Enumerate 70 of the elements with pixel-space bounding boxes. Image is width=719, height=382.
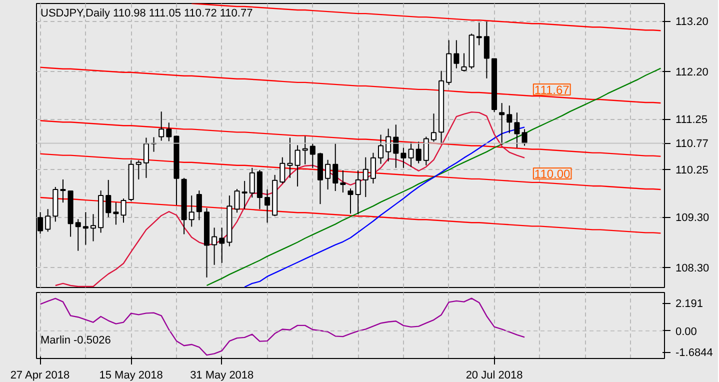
candlestick	[386, 128, 392, 162]
y-tick-label: 2.191	[676, 298, 704, 310]
candlestick	[484, 21, 490, 79]
x-tick-label: 31 May 2018	[190, 370, 254, 382]
y-tick-label: 113.20	[676, 16, 708, 28]
candlestick	[522, 128, 528, 146]
candlestick	[113, 202, 119, 226]
candlestick	[362, 156, 368, 198]
candlestick	[400, 147, 406, 168]
candlestick	[166, 122, 172, 142]
annotation: Marlin -0.5026	[40, 334, 111, 346]
candlestick	[75, 218, 81, 252]
candlestick	[120, 198, 126, 224]
candlestick	[506, 105, 512, 134]
candlestick	[355, 170, 361, 215]
candlestick	[310, 143, 316, 168]
candlestick	[340, 170, 346, 193]
candlestick	[280, 156, 286, 184]
candlestick	[476, 22, 482, 46]
candlestick	[212, 227, 218, 266]
chart-title: USDJPY,Daily 110.98 111.05 110.72 110.77	[40, 8, 253, 20]
y-tick-label: 112.20	[676, 66, 708, 78]
candlestick	[249, 167, 255, 198]
y-tick-label: 109.30	[676, 212, 710, 224]
candlestick	[90, 214, 96, 242]
candlestick	[430, 113, 436, 142]
annotation: 111.67	[534, 83, 570, 97]
candlestick	[325, 159, 331, 190]
candlestick	[287, 137, 293, 178]
candlestick	[219, 227, 225, 264]
line-series	[40, 66, 662, 104]
candlestick	[423, 136, 429, 166]
x-tick-label: 20 Jul 2018	[466, 370, 523, 382]
candlestick	[143, 137, 149, 178]
candlestick	[454, 40, 460, 69]
candlestick	[348, 188, 354, 214]
ref-line-label: 110.77	[676, 138, 708, 150]
candlestick	[264, 188, 270, 224]
line-series	[206, 68, 662, 286]
candlestick	[302, 136, 308, 165]
candlestick	[158, 111, 164, 142]
candlestick	[332, 143, 338, 192]
candlestick	[242, 180, 248, 210]
annotation: 110.00	[534, 166, 571, 181]
y-tick-label: 108.30	[676, 262, 710, 274]
candlestick	[82, 212, 88, 246]
y-tick-label: 111.25	[676, 114, 708, 126]
candlestick	[378, 134, 384, 164]
candlestick	[461, 52, 467, 72]
candlestick	[196, 190, 202, 221]
candlestick	[499, 102, 505, 146]
candlestick	[294, 144, 300, 187]
candlestick	[60, 178, 66, 204]
candlestick	[136, 160, 142, 180]
y-tick-label: -1.6844	[676, 347, 713, 360]
candlestick	[393, 124, 399, 168]
candlestick	[514, 112, 520, 148]
candlestick	[408, 142, 414, 168]
line-series	[54, 111, 526, 288]
x-tick-label: 15 May 2018	[99, 370, 163, 382]
x-tick-label: 27 Apr 2018	[10, 370, 70, 382]
candlestick	[188, 195, 194, 228]
candlestick	[106, 179, 112, 218]
candlestick	[416, 141, 422, 164]
y-tick-label: 110.25	[676, 164, 708, 176]
candlestick	[45, 208, 51, 232]
candlestick	[370, 152, 376, 184]
line-series	[40, 298, 526, 356]
y-tick-label: 0.00	[676, 326, 697, 338]
candlestick	[234, 188, 240, 214]
